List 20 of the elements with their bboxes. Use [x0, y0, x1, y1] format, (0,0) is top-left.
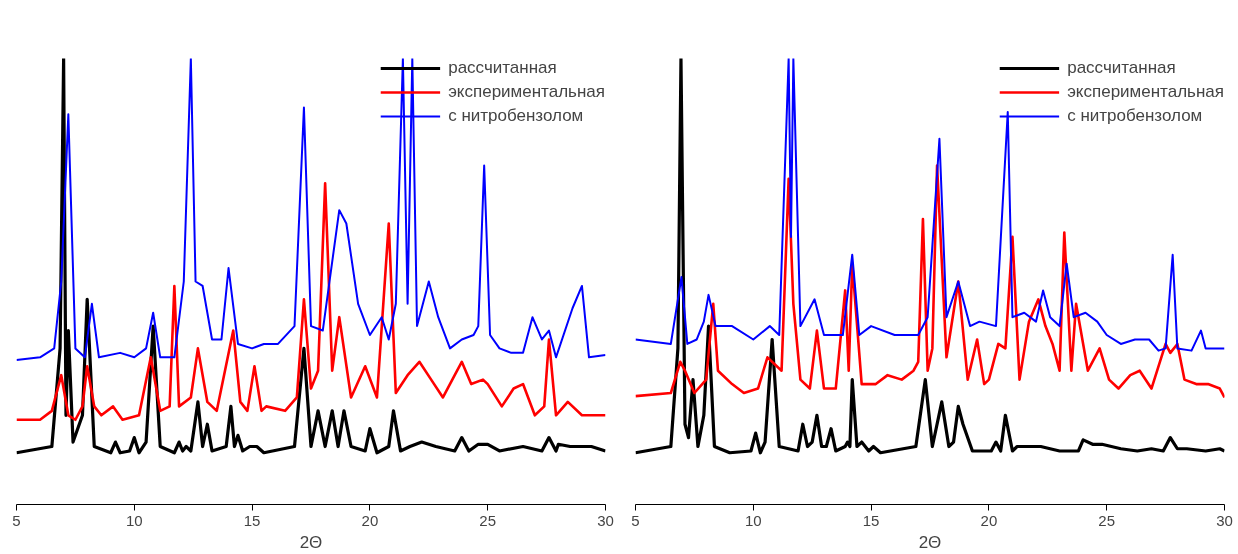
x-tick-label: 15: [862, 511, 880, 529]
x-tick-label: 10: [125, 511, 143, 529]
x-tick-label: 30: [1216, 511, 1233, 529]
x-tick-label: 15: [243, 511, 261, 529]
legend-label: с нитробензолом: [448, 106, 584, 126]
x-tick-label: 25: [479, 511, 497, 529]
x-tick-label: 20: [980, 511, 998, 529]
legend-label: рассчитанная: [1067, 58, 1176, 78]
x-tick-label: 25: [1098, 511, 1116, 529]
x-tick-label: 10: [744, 511, 762, 529]
legend-label: с нитробензолом: [1067, 106, 1203, 126]
x-tick-label: 20: [361, 511, 379, 529]
legend-label: экспериментальная: [1067, 82, 1224, 102]
x-tick-label: 5: [12, 511, 21, 529]
legend-label: рассчитанная: [448, 58, 557, 78]
x-tick-label: 5: [631, 511, 640, 529]
legend-label: экспериментальная: [448, 82, 605, 102]
x-axis-title: 2Θ: [299, 532, 323, 552]
x-tick-label: 30: [597, 511, 614, 529]
x-axis-title: 2Θ: [918, 532, 942, 552]
